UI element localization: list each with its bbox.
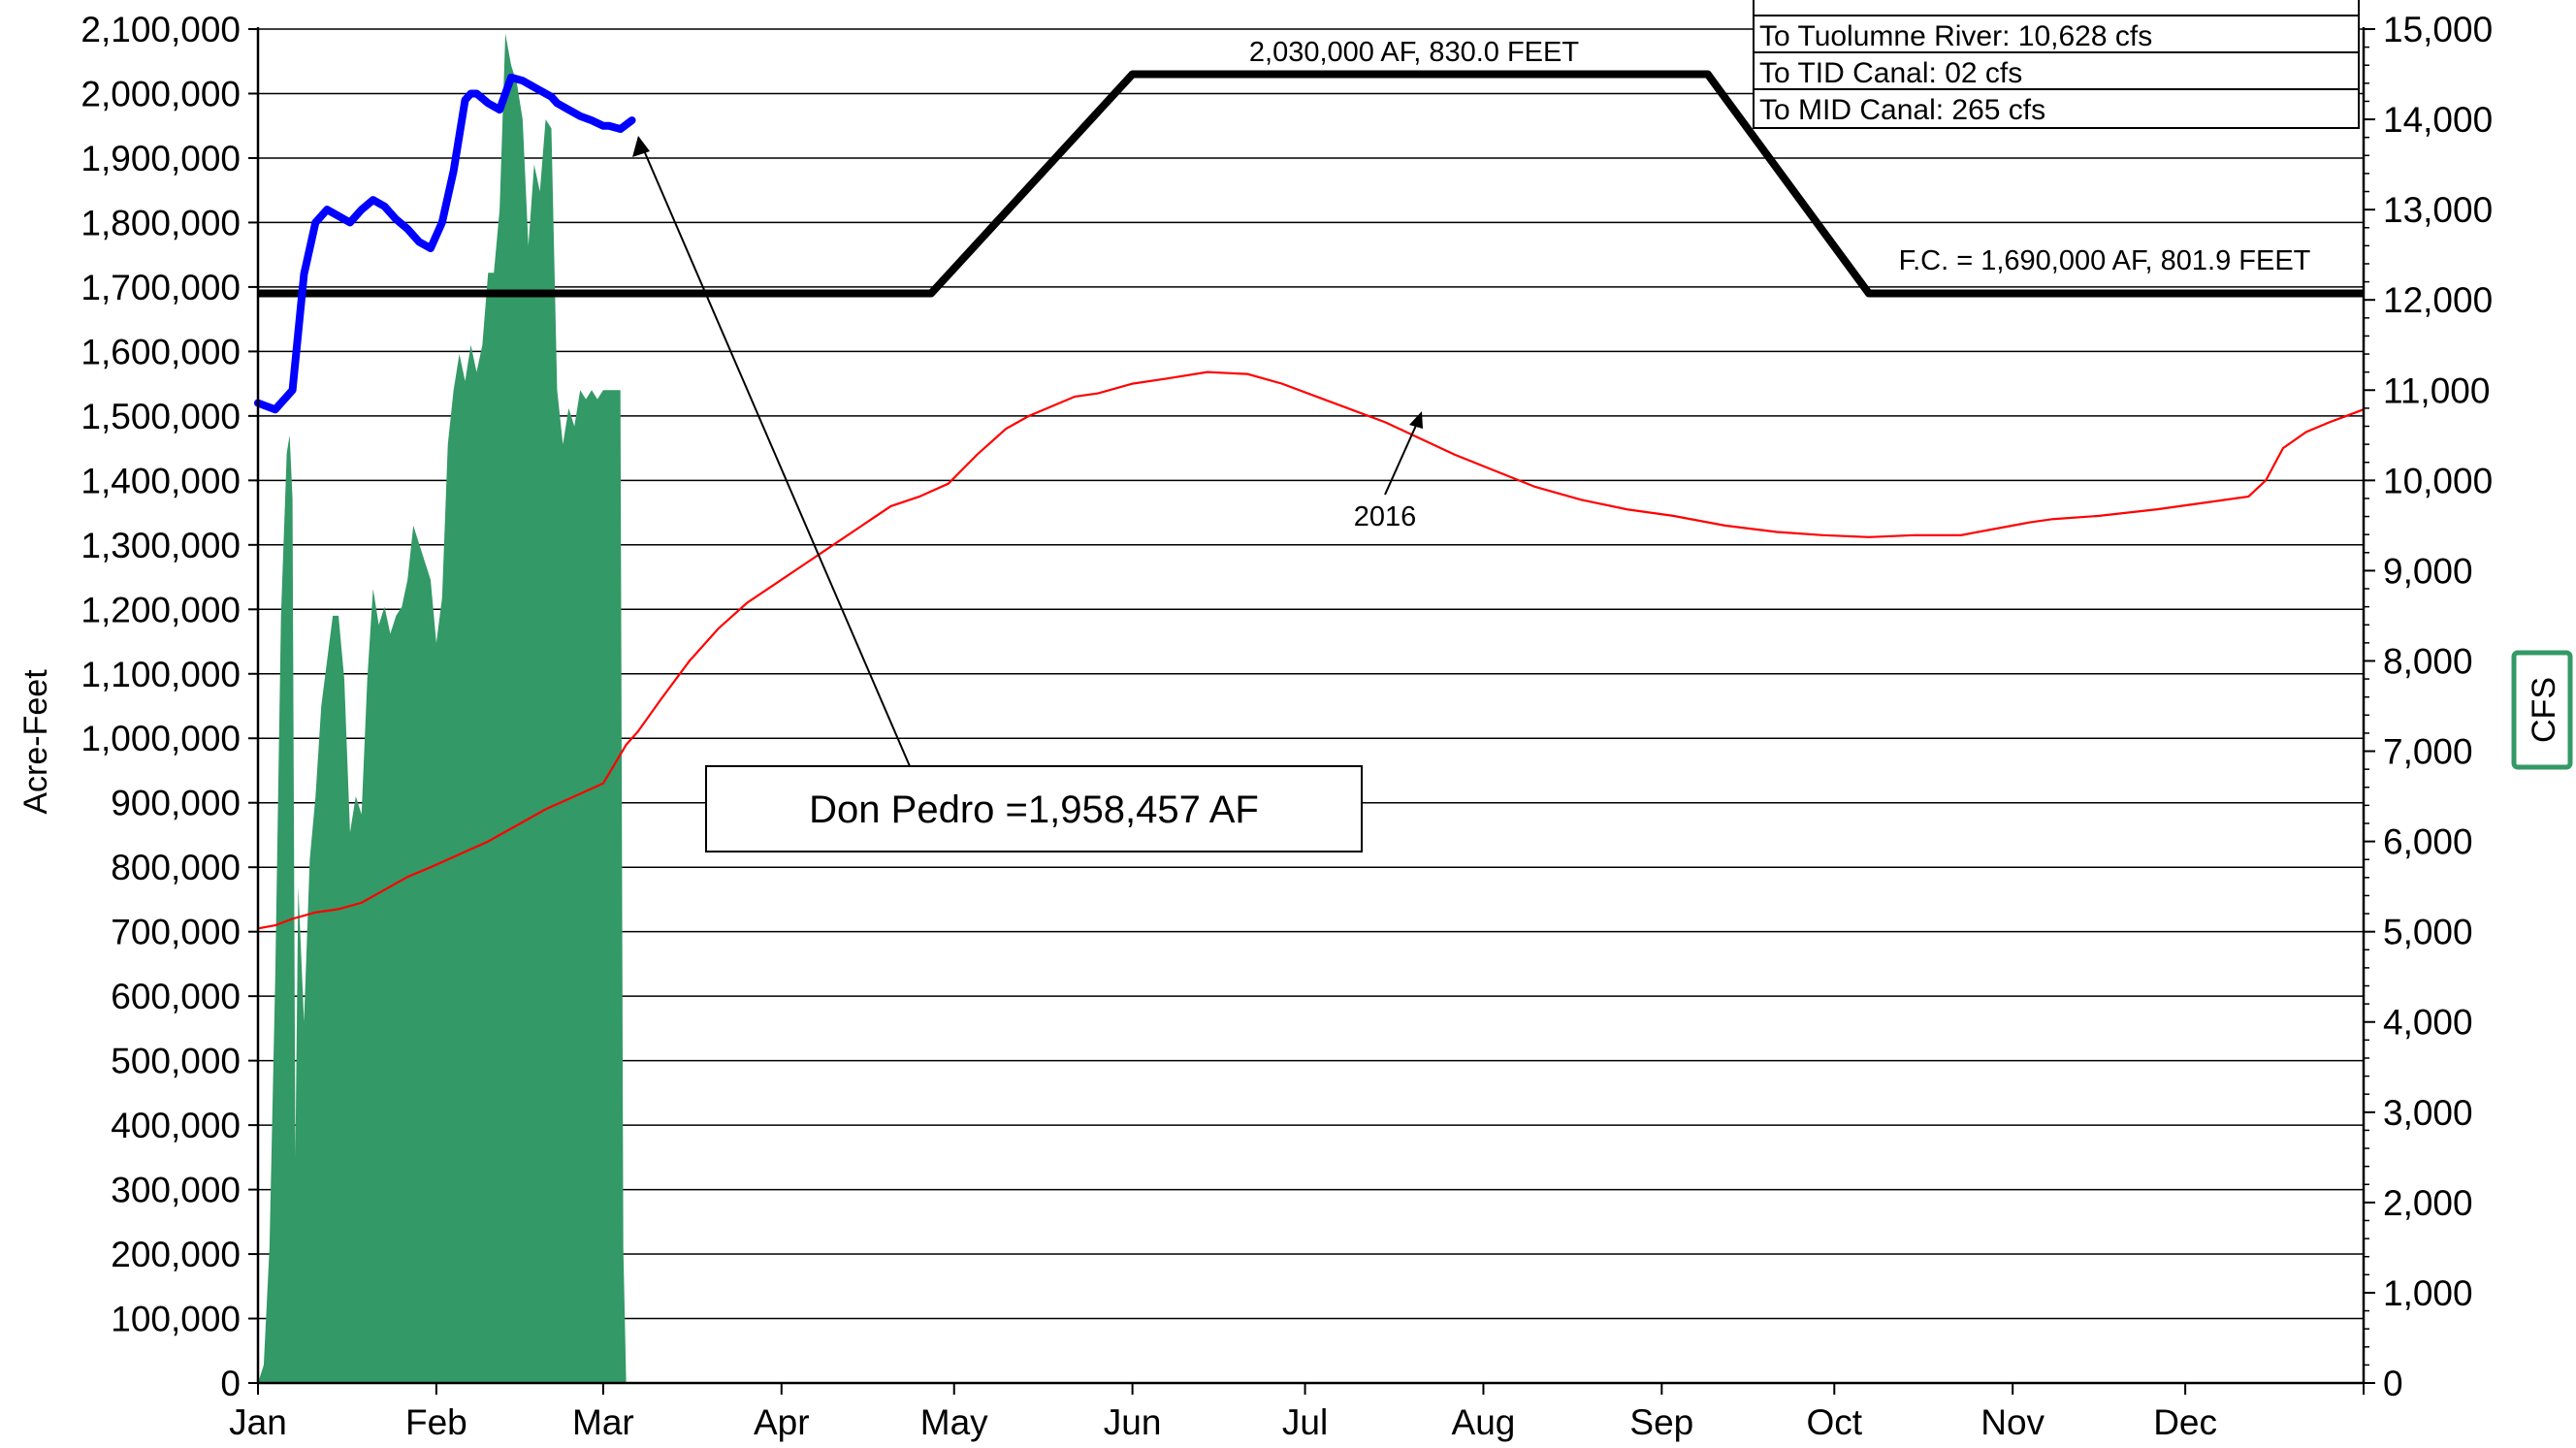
right-tick-label: 0 [2383, 1364, 2403, 1403]
left-tick-label: 1,100,000 [80, 655, 241, 694]
right-axis-title: CFS [2526, 677, 2562, 743]
left-tick-label: 1,200,000 [80, 590, 241, 629]
info-box-frame [1753, 0, 2360, 129]
left-tick-label: 1,400,000 [80, 461, 241, 500]
left-tick-label: 0 [220, 1364, 241, 1403]
month-tick-label: Mar [572, 1402, 634, 1442]
right-tick-label: 8,000 [2383, 641, 2473, 681]
left-tick-label: 500,000 [111, 1042, 241, 1081]
right-tick-label: 14,000 [2383, 100, 2493, 140]
right-tick-label: 10,000 [2383, 461, 2493, 500]
left-tick-label: 200,000 [111, 1235, 241, 1274]
month-tick-label: Oct [1807, 1402, 1863, 1442]
left-tick-label: 2,100,000 [80, 10, 241, 49]
year-2016-arrowhead [1409, 411, 1423, 429]
right-tick-label: 9,000 [2383, 551, 2473, 591]
left-tick-label: 800,000 [111, 848, 241, 887]
left-tick-label: 1,900,000 [80, 139, 241, 178]
month-tick-label: Nov [1980, 1402, 2045, 1442]
right-tick-labels: 0 1,000 2,000 3,000 4,000 5,000 6,000 7,000 8,00… [2383, 10, 2493, 1403]
left-axis-title: Acre-Feet [17, 669, 54, 815]
month-tick-label: Jun [1104, 1402, 1162, 1442]
cfs-badge-frame [2511, 650, 2573, 770]
lines-layer [254, 70, 2365, 930]
left-tick-label: 1,800,000 [80, 203, 241, 242]
left-tick-label: 1,600,000 [80, 332, 241, 371]
left-tick-label: 300,000 [111, 1171, 241, 1210]
callout-pointer [639, 141, 911, 767]
storage-line [254, 73, 636, 414]
right-tick-label: 15,000 [2383, 10, 2493, 49]
left-tick-label: 700,000 [111, 913, 241, 952]
inflow-layer [258, 33, 635, 1384]
cfs-badge: CFS [2511, 650, 2573, 770]
info-tuolumne-river: To Tuolumne River: 10,628 cfs [1759, 20, 2152, 52]
month-tick-label: Dec [2153, 1402, 2217, 1442]
left-tick-label: 1,500,000 [80, 397, 241, 436]
month-tick-label: Aug [1452, 1402, 1516, 1442]
year-2016-pointer [1384, 418, 1420, 496]
flood-base-annotation: F.C. = 1,690,000 AF, 801.9 FEET [1899, 245, 2311, 276]
year-2016-label: 2016 [1354, 501, 1417, 532]
inflow-area [258, 33, 635, 1384]
left-tick-label: 900,000 [111, 784, 241, 823]
month-tick-label: Apr [754, 1402, 810, 1442]
callout-arrowhead [632, 136, 650, 157]
right-tick-label: 6,000 [2383, 822, 2473, 862]
right-tick-label: 13,000 [2383, 190, 2493, 230]
left-tick-labels: 0 100,000 200,000 300,000 400,000 500,000 600,… [80, 10, 241, 1403]
left-tick-label: 1,700,000 [80, 268, 241, 307]
don-pedro-callout: Don Pedro =1,958,457 AF [809, 788, 1259, 831]
info-mid-canal: To MID Canal: 265 cfs [1759, 94, 2045, 126]
left-tick-label: 400,000 [111, 1106, 241, 1145]
left-tick-label: 1,300,000 [80, 526, 241, 565]
info-box: To Tuolumne River: 10,628 cfs To TID Can… [1753, 0, 2360, 129]
right-tick-label: 4,000 [2383, 1003, 2473, 1043]
callout-box [705, 765, 1363, 853]
right-tick-label: 7,000 [2383, 732, 2473, 772]
month-tick-label: Jan [229, 1402, 287, 1442]
month-tick-labels: Jan Feb Mar Apr May Jun Jul Aug Sep Oct Nov Dec [229, 1402, 2217, 1442]
right-tick-label: 1,000 [2383, 1273, 2473, 1313]
right-tick-label: 12,000 [2383, 280, 2493, 320]
right-tick-label: 3,000 [2383, 1093, 2473, 1133]
axes [248, 27, 2375, 1395]
left-tick-label: 1,000,000 [80, 719, 241, 758]
month-tick-label: Feb [405, 1402, 467, 1442]
month-tick-label: May [920, 1402, 988, 1442]
left-tick-label: 2,000,000 [80, 74, 241, 113]
right-tick-label: 2,000 [2383, 1183, 2473, 1223]
left-tick-label: 100,000 [111, 1300, 241, 1339]
right-tick-label: 11,000 [2383, 370, 2490, 410]
info-tid-canal: To TID Canal: 02 cfs [1759, 57, 2022, 89]
flood-control-line [258, 70, 2364, 298]
year-2016-line [257, 370, 2365, 930]
flood-top-annotation: 2,030,000 AF, 830.0 FEET [1249, 37, 1579, 68]
right-tick-label: 5,000 [2383, 913, 2473, 952]
month-tick-label: Jul [1282, 1402, 1328, 1442]
month-tick-label: Sep [1629, 1402, 1693, 1442]
left-tick-label: 600,000 [111, 977, 241, 1016]
